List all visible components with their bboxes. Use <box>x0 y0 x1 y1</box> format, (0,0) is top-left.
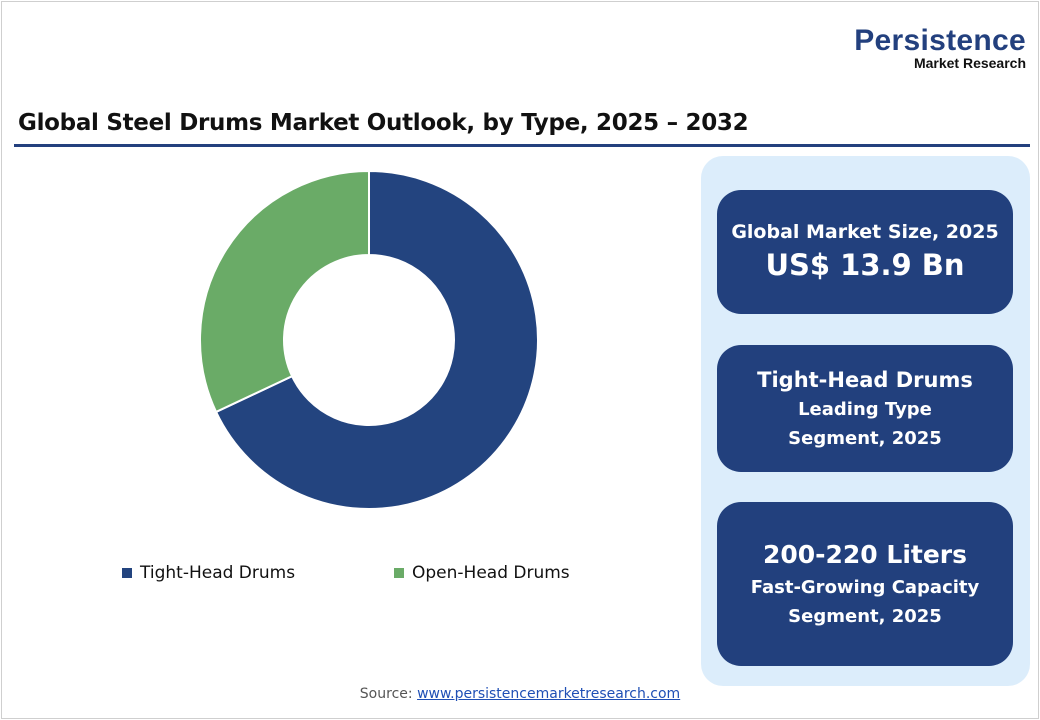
card-value: 200-220 Liters <box>762 540 968 569</box>
donut-slice-open-head-drums <box>199 169 370 414</box>
donut-slice-tight-head-drums <box>214 169 539 510</box>
chart-title: Global Steel Drums Market Outlook, by Ty… <box>18 110 749 136</box>
legend-item-tight-head: Tight-Head Drums <box>122 563 295 583</box>
logo-line1: Persistence <box>854 24 1026 57</box>
donut-chart <box>199 169 539 510</box>
title-rule <box>14 144 1030 147</box>
legend-item-open-head: Open-Head Drums <box>394 563 570 583</box>
legend-label: Open-Head Drums <box>412 563 570 583</box>
card-label: Segment, 2025 <box>788 427 942 449</box>
source-label: Source: <box>359 686 413 702</box>
card-label: Leading Type <box>798 398 932 420</box>
card-value: Tight-Head Drums <box>757 367 973 392</box>
legend-swatch <box>122 568 132 578</box>
leading-type-card: Tight-Head Drums Leading Type Segment, 2… <box>717 345 1013 472</box>
source-note: Source: www.persistencemarketresearch.co… <box>0 686 1040 702</box>
logo: Persistence Market Research <box>854 24 1026 71</box>
card-label: Segment, 2025 <box>788 606 942 627</box>
card-label: Global Market Size, 2025 <box>731 221 999 243</box>
card-value: US$ 13.9 Bn <box>765 248 965 282</box>
legend-swatch <box>394 568 404 578</box>
logo-line2: Market Research <box>913 55 1026 71</box>
market-size-card: Global Market Size, 2025 US$ 13.9 Bn <box>717 190 1013 314</box>
legend-label: Tight-Head Drums <box>140 563 296 583</box>
fast-growing-card: 200-220 Liters Fast-Growing Capacity Seg… <box>717 502 1013 666</box>
card-label: Fast-Growing Capacity <box>750 577 980 598</box>
source-link[interactable]: www.persistencemarketresearch.com <box>417 686 681 702</box>
